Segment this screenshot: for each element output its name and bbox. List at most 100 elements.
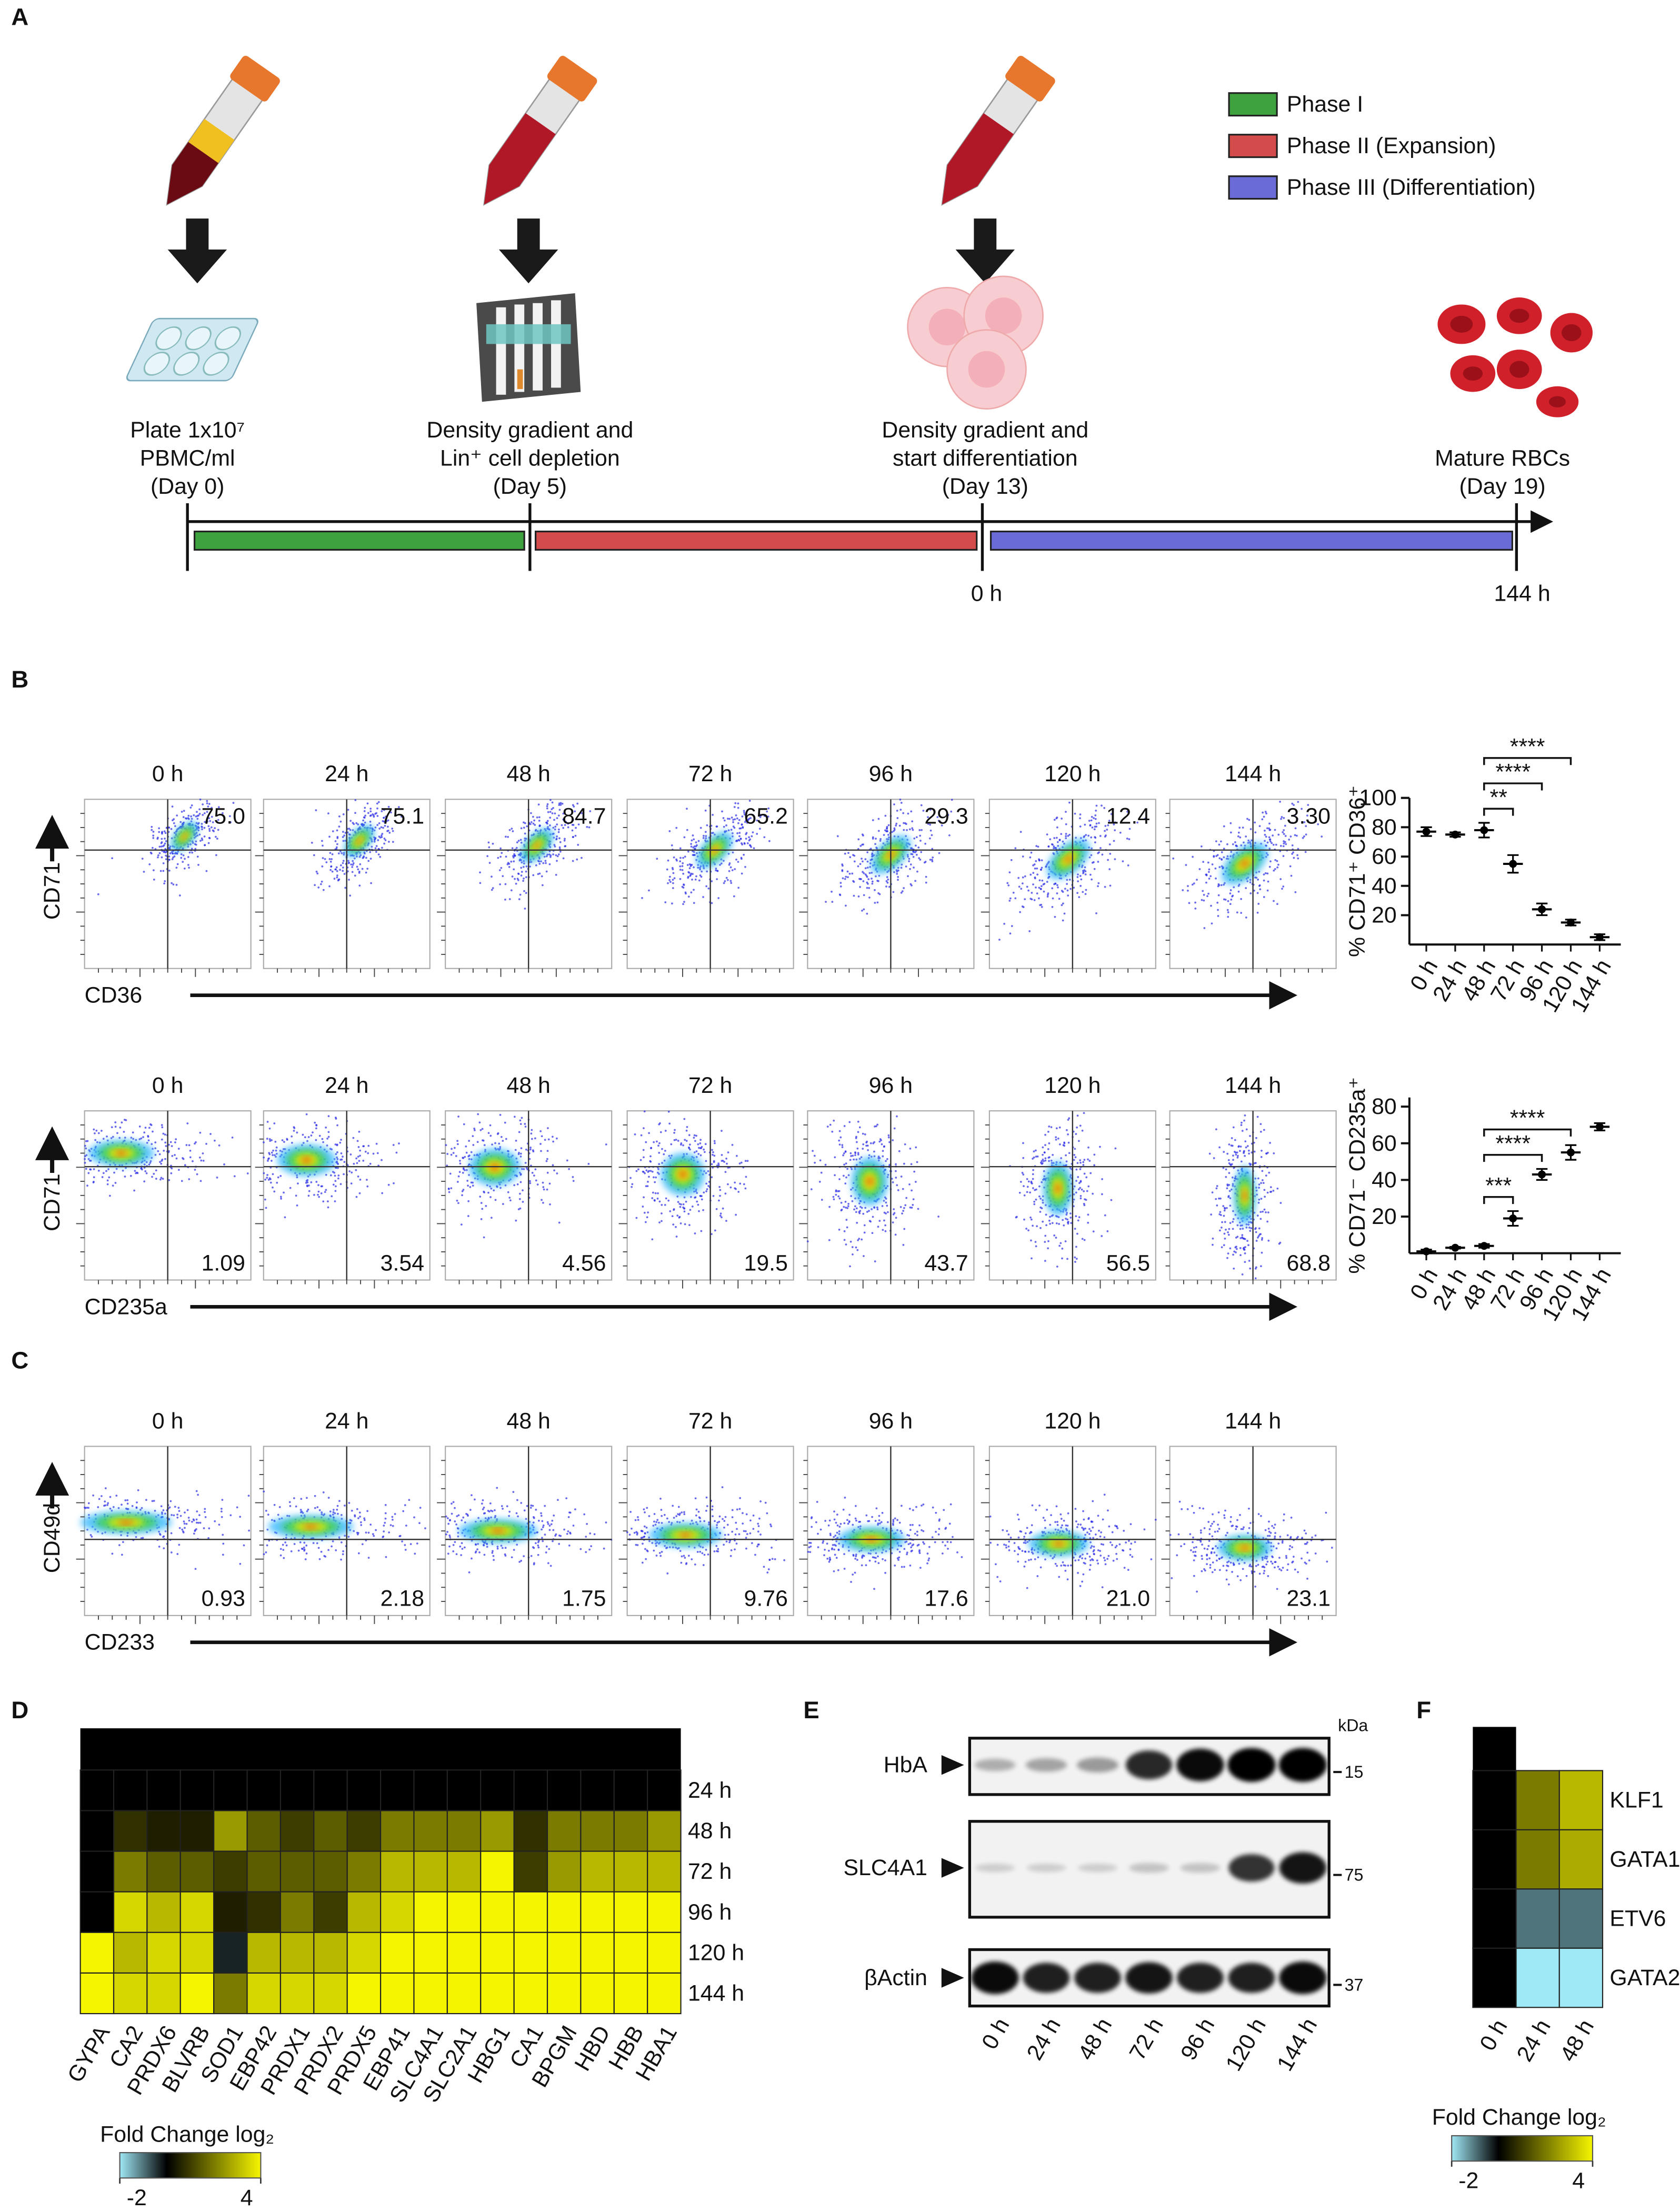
event-dot xyxy=(1223,825,1225,828)
event-dot xyxy=(176,814,178,817)
event-dot xyxy=(350,863,353,865)
event-dot xyxy=(540,860,542,863)
event-dot xyxy=(1232,1210,1234,1212)
event-dot xyxy=(903,887,905,889)
event-dot xyxy=(146,1142,148,1144)
event-dot xyxy=(342,862,344,864)
step-label: Density gradient and xyxy=(426,417,633,443)
event-dot xyxy=(86,1528,88,1531)
event-dot xyxy=(876,847,878,850)
event-dot xyxy=(332,1183,335,1186)
event-dot xyxy=(1104,825,1107,827)
event-dot xyxy=(535,864,537,867)
event-dot xyxy=(1085,1176,1088,1179)
event-dot xyxy=(1235,1251,1237,1253)
event-dot xyxy=(1077,1140,1080,1142)
event-dot xyxy=(917,1208,919,1210)
event-dot xyxy=(494,1199,497,1201)
event-dot xyxy=(1254,821,1256,824)
event-dot xyxy=(929,809,932,811)
event-dot xyxy=(279,1196,282,1198)
event-dot xyxy=(558,804,561,806)
event-dot xyxy=(1234,1139,1236,1141)
event-dot xyxy=(344,832,347,834)
event-dot xyxy=(1226,909,1229,911)
event-dot xyxy=(206,811,208,813)
event-dot xyxy=(136,1171,138,1174)
event-dot xyxy=(1029,1216,1032,1219)
event-dot xyxy=(1218,857,1221,860)
event-dot xyxy=(586,825,588,828)
event-dot xyxy=(358,884,361,887)
event-dot xyxy=(693,1151,696,1153)
event-dot xyxy=(517,840,520,842)
event-dot xyxy=(828,1206,831,1208)
event-dot xyxy=(1092,1230,1095,1233)
event-dot xyxy=(523,826,525,829)
event-dot xyxy=(202,1160,205,1162)
event-dot xyxy=(478,1121,481,1124)
event-dot xyxy=(882,1229,884,1231)
event-dot xyxy=(88,1513,90,1516)
event-dot xyxy=(1090,819,1093,822)
event-dot xyxy=(1260,1198,1263,1200)
event-dot xyxy=(277,1176,279,1179)
event-dot xyxy=(712,1195,715,1197)
event-dot xyxy=(717,1164,720,1167)
event-dot xyxy=(691,878,693,881)
event-dot xyxy=(470,1181,473,1184)
event-dot xyxy=(1067,894,1069,897)
event-dot xyxy=(126,1499,129,1501)
event-dot xyxy=(941,824,943,826)
event-dot xyxy=(645,1169,648,1172)
event-dot xyxy=(547,826,549,828)
event-dot xyxy=(746,822,748,824)
event-dot xyxy=(664,1204,666,1206)
event-dot xyxy=(1041,1162,1044,1164)
event-dot xyxy=(1218,866,1221,869)
event-dot xyxy=(1249,892,1252,894)
event-dot xyxy=(564,845,567,848)
event-dot xyxy=(669,1210,672,1212)
event-dot xyxy=(359,1154,361,1157)
event-dot xyxy=(651,1197,654,1199)
event-dot xyxy=(196,1173,198,1176)
event-dot xyxy=(373,840,376,843)
event-dot xyxy=(1228,1162,1231,1164)
event-dot xyxy=(861,1238,863,1241)
event-dot xyxy=(180,856,183,859)
event-dot xyxy=(869,866,872,868)
event-dot xyxy=(1068,801,1071,804)
event-dot xyxy=(374,847,377,850)
event-dot xyxy=(895,1170,897,1172)
event-dot xyxy=(175,852,177,854)
event-dot xyxy=(734,818,736,821)
event-dot xyxy=(472,1135,474,1138)
event-dot xyxy=(393,1182,395,1184)
event-dot xyxy=(531,1171,534,1174)
event-dot xyxy=(264,1198,266,1201)
event-dot xyxy=(208,828,211,830)
event-dot xyxy=(221,1516,223,1518)
event-dot xyxy=(1044,1144,1046,1146)
event-dot xyxy=(1081,1238,1084,1240)
event-dot xyxy=(1241,1130,1244,1132)
event-dot xyxy=(538,872,541,875)
event-dot xyxy=(1263,815,1265,818)
event-dot xyxy=(556,1172,558,1174)
event-dot xyxy=(188,1144,191,1147)
event-dot xyxy=(269,1181,272,1184)
event-dot xyxy=(1293,856,1295,859)
event-dot xyxy=(1248,819,1251,821)
event-dot xyxy=(1241,1273,1244,1276)
event-dot xyxy=(728,818,731,820)
event-dot xyxy=(524,837,526,840)
event-dot xyxy=(706,1188,708,1190)
event-dot xyxy=(553,819,555,821)
event-dot xyxy=(364,1150,367,1153)
event-dot xyxy=(314,1121,316,1124)
event-dot xyxy=(1274,829,1276,831)
event-dot xyxy=(302,1133,304,1136)
event-dot xyxy=(529,1148,532,1151)
event-dot xyxy=(499,1187,502,1189)
